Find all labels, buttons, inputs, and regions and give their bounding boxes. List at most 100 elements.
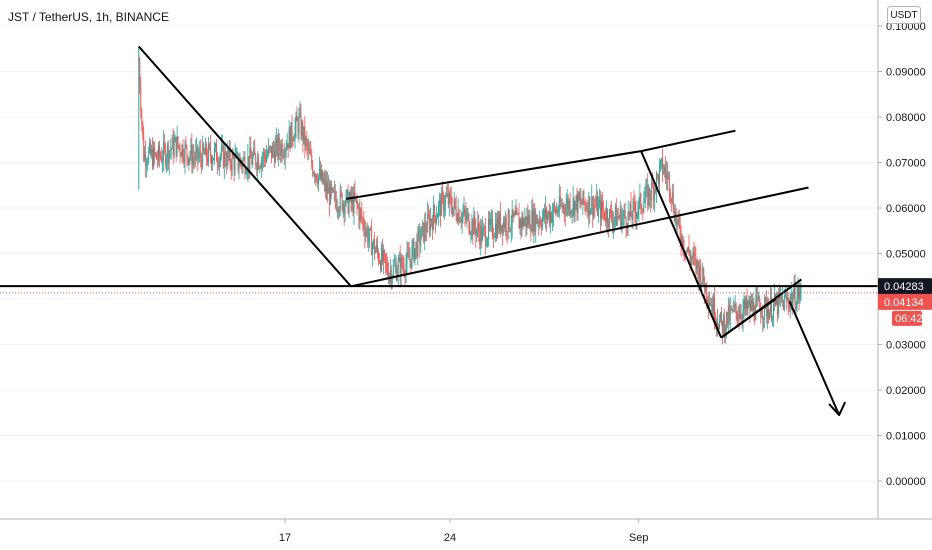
candle-body — [442, 194, 444, 211]
candle-body — [469, 232, 471, 234]
candle-body — [297, 120, 299, 133]
currency-button[interactable]: USDT — [887, 6, 921, 24]
wedge-upper-line[interactable] — [720, 298, 777, 339]
candle-body — [491, 218, 492, 220]
candle-body — [451, 207, 453, 215]
breakdown-line[interactable] — [640, 150, 723, 339]
candle-body — [681, 236, 683, 246]
candle-body — [248, 156, 250, 169]
candle-body — [347, 189, 349, 213]
candle-body — [362, 218, 364, 220]
candle-body — [544, 209, 546, 219]
candle-body — [198, 155, 200, 159]
candle-body — [670, 197, 672, 202]
candle-body — [737, 316, 739, 320]
candle-body — [234, 155, 236, 171]
channel-lower-line[interactable] — [350, 186, 809, 288]
candle-body — [495, 223, 496, 237]
candle-body — [193, 156, 195, 158]
candle-body — [421, 226, 423, 240]
candle-body — [437, 215, 438, 219]
candle-body — [344, 204, 346, 214]
drop-line[interactable] — [138, 45, 352, 287]
candle-body — [394, 265, 396, 267]
candle-body — [756, 296, 758, 300]
candle-body — [382, 250, 384, 262]
candle-body — [601, 201, 603, 220]
forecast-arrow-line[interactable] — [788, 300, 841, 416]
candle-body — [472, 220, 474, 235]
candle-body — [154, 147, 155, 155]
candle-body — [766, 300, 768, 317]
candle-body — [735, 303, 737, 312]
candle-body — [426, 231, 428, 233]
candle-body — [582, 191, 584, 205]
candle-body — [515, 209, 517, 215]
candle-series — [138, 46, 802, 345]
candle-body — [486, 244, 488, 246]
candle-body — [539, 220, 541, 224]
candle-body — [340, 190, 342, 195]
candle-body — [176, 136, 178, 156]
candle-body — [795, 306, 797, 309]
candle-body — [653, 186, 655, 201]
candle-body — [330, 183, 332, 191]
candle-body — [611, 219, 613, 227]
candle-body — [366, 228, 368, 232]
time-axis[interactable]: 1724Sep1421Oct — [279, 519, 932, 544]
candle-body — [224, 151, 226, 164]
candle-body — [483, 227, 485, 229]
candle-body — [703, 267, 705, 283]
candle-body — [246, 171, 248, 174]
candle-body — [203, 143, 205, 152]
candle-body — [285, 148, 287, 151]
candle-body — [614, 205, 616, 218]
price-gridlines — [0, 25, 878, 482]
candle-body — [785, 295, 787, 300]
candle-body — [556, 209, 558, 213]
candle-body — [607, 210, 608, 224]
candle-body — [492, 218, 493, 237]
candle-body — [567, 198, 569, 210]
price-axis[interactable]: 0.10000 0.09000 0.08000 0.07000 0.06000 0.050… — [878, 21, 926, 488]
candle-body — [192, 156, 194, 165]
candle-body — [576, 195, 578, 213]
candle-body — [485, 228, 487, 246]
candle-body — [159, 156, 161, 158]
candle-body — [632, 201, 634, 220]
candle-body — [201, 158, 203, 168]
candle-body — [226, 151, 228, 167]
candle-body — [265, 157, 266, 162]
forecast-arrow-head[interactable] — [828, 401, 847, 417]
candle-body — [610, 210, 612, 220]
candle-body — [331, 188, 333, 191]
candle-body — [527, 215, 529, 224]
candle-body — [661, 158, 662, 162]
candle-body — [570, 211, 572, 214]
candle-body — [699, 265, 701, 281]
candle-body — [596, 196, 598, 207]
candle-body — [261, 160, 263, 168]
candle-body — [144, 152, 146, 161]
drawing-tools[interactable] — [138, 45, 847, 417]
candle-body — [435, 215, 436, 223]
candle-body — [239, 159, 241, 167]
candle-body — [745, 298, 747, 309]
candle-body — [510, 227, 512, 231]
candle-body — [282, 155, 284, 157]
candle-body — [289, 128, 291, 149]
price-tick-label: 0.03000 — [886, 340, 926, 352]
candle-body — [356, 197, 358, 205]
candle-body — [534, 208, 536, 232]
candle-body — [174, 137, 176, 142]
candle-body — [250, 147, 252, 159]
candle-body — [504, 218, 506, 229]
candle-body — [592, 196, 594, 216]
candle-body — [260, 167, 262, 169]
candle-body — [685, 250, 687, 256]
candle-body — [688, 247, 690, 254]
candle-body — [537, 221, 539, 224]
candle-body — [360, 208, 362, 212]
candle-body — [642, 210, 644, 213]
